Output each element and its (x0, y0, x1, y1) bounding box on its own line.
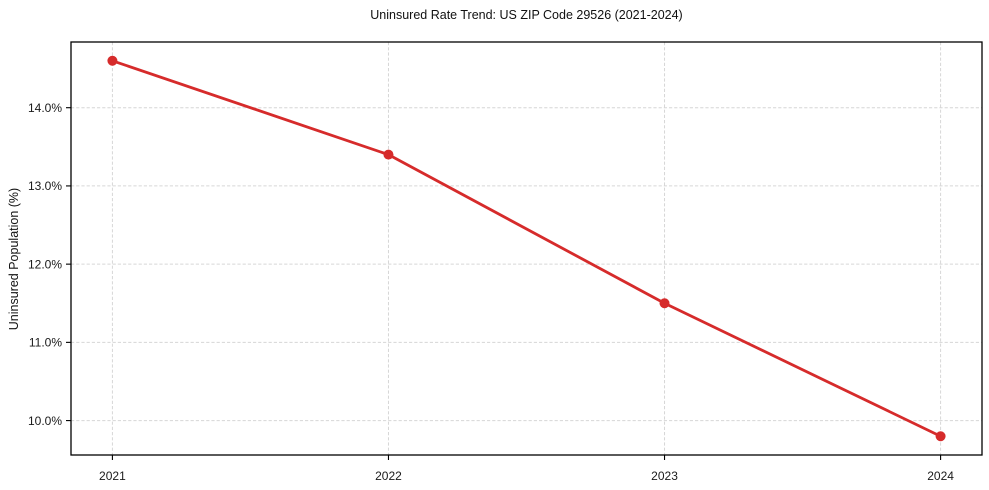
plot-frame (70, 41, 983, 456)
data-point-marker (935, 431, 946, 442)
data-point-marker (383, 149, 394, 160)
y-tick-label: 13.0% (28, 179, 62, 193)
y-tick-label: 14.0% (28, 101, 62, 115)
y-tick-label: 11.0% (29, 336, 62, 350)
data-point-marker (107, 55, 118, 66)
x-tick-label: 2022 (375, 469, 402, 483)
x-tick-label: 2021 (99, 469, 126, 483)
x-tick-label: 2023 (651, 469, 678, 483)
chart-title: Uninsured Rate Trend: US ZIP Code 29526 … (370, 8, 683, 22)
data-point-marker (659, 298, 670, 309)
trend-line (111, 59, 942, 438)
y-tick-label: 12.0% (28, 257, 62, 271)
x-tick-label: 2024 (927, 469, 954, 483)
y-tick-label: 10.0% (28, 414, 62, 428)
